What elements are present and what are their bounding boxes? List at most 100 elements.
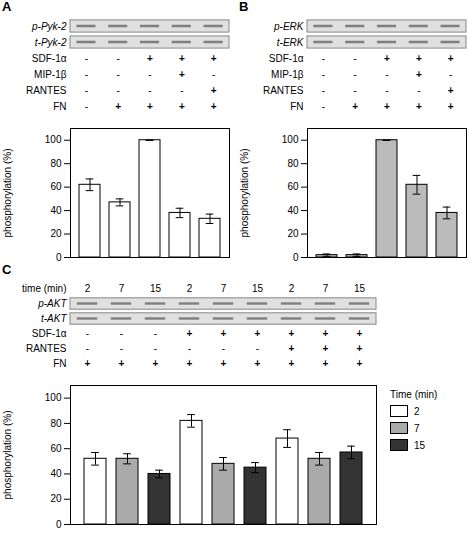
- svg-text:-: -: [148, 85, 151, 96]
- svg-text:+: +: [416, 53, 422, 64]
- svg-text:+: +: [357, 358, 363, 369]
- svg-text:RANTES: RANTES: [26, 343, 67, 354]
- svg-text:-: -: [222, 343, 225, 354]
- svg-text:0: 0: [56, 519, 62, 530]
- svg-text:-: -: [322, 53, 325, 64]
- svg-text:-: -: [354, 69, 357, 80]
- svg-text:-: -: [188, 343, 191, 354]
- svg-text:p-Pyk-2: p-Pyk-2: [31, 21, 67, 32]
- svg-text:+: +: [147, 101, 153, 112]
- svg-text:+: +: [289, 343, 295, 354]
- svg-text:7: 7: [221, 283, 227, 294]
- svg-text:+: +: [357, 343, 363, 354]
- svg-text:-: -: [322, 69, 325, 80]
- svg-text:-: -: [120, 343, 123, 354]
- svg-text:-: -: [117, 53, 120, 64]
- svg-text:RANTES: RANTES: [26, 85, 67, 96]
- svg-text:SDF-1α: SDF-1α: [269, 53, 304, 64]
- svg-text:+: +: [221, 358, 227, 369]
- svg-text:-: -: [86, 343, 89, 354]
- svg-text:15: 15: [252, 283, 264, 294]
- svg-text:2: 2: [289, 283, 295, 294]
- svg-text:+: +: [416, 69, 422, 80]
- svg-text:-: -: [85, 85, 88, 96]
- svg-text:+: +: [147, 53, 153, 64]
- svg-text:MIP-1β: MIP-1β: [34, 69, 67, 80]
- svg-text:FN: FN: [53, 358, 66, 369]
- svg-text:-: -: [120, 328, 123, 339]
- svg-text:-: -: [148, 69, 151, 80]
- svg-text:-: -: [117, 85, 120, 96]
- svg-text:+: +: [384, 101, 390, 112]
- svg-text:0: 0: [293, 252, 299, 263]
- svg-text:-: -: [85, 69, 88, 80]
- svg-text:-: -: [117, 69, 120, 80]
- svg-text:phosphorylation (%): phosphorylation (%): [2, 411, 13, 500]
- svg-text:p-ERK: p-ERK: [273, 21, 305, 32]
- svg-text:FN: FN: [290, 101, 303, 112]
- svg-text:SDF-1α: SDF-1α: [32, 328, 67, 339]
- svg-text:60: 60: [287, 181, 299, 192]
- svg-text:80: 80: [50, 418, 62, 429]
- svg-text:+: +: [323, 328, 329, 339]
- svg-text:+: +: [221, 328, 227, 339]
- svg-text:+: +: [448, 101, 454, 112]
- svg-text:40: 40: [287, 205, 299, 216]
- svg-text:+: +: [211, 53, 217, 64]
- svg-text:+: +: [384, 53, 390, 64]
- svg-text:+: +: [448, 85, 454, 96]
- svg-text:p-AKT: p-AKT: [37, 298, 67, 309]
- svg-text:phosphorylation (%): phosphorylation (%): [2, 149, 13, 238]
- svg-text:+: +: [357, 328, 363, 339]
- svg-text:-: -: [85, 53, 88, 64]
- svg-text:-: -: [154, 343, 157, 354]
- svg-text:FN: FN: [53, 101, 66, 112]
- svg-text:100: 100: [282, 134, 299, 145]
- svg-text:time (min): time (min): [22, 283, 66, 294]
- svg-text:+: +: [289, 358, 295, 369]
- svg-text:+: +: [119, 358, 125, 369]
- svg-text:15: 15: [150, 283, 162, 294]
- svg-text:80: 80: [50, 158, 62, 169]
- svg-text:-: -: [385, 85, 388, 96]
- svg-text:-: -: [449, 69, 452, 80]
- svg-text:+: +: [153, 358, 159, 369]
- svg-text:-: -: [86, 328, 89, 339]
- svg-text:+: +: [255, 328, 261, 339]
- svg-text:+: +: [211, 101, 217, 112]
- svg-text:7: 7: [323, 283, 329, 294]
- svg-text:-: -: [322, 85, 325, 96]
- svg-text:-: -: [212, 69, 215, 80]
- svg-text:phosphorylation (%): phosphorylation (%): [239, 149, 250, 238]
- svg-text:+: +: [187, 358, 193, 369]
- svg-text:+: +: [115, 101, 121, 112]
- svg-text:-: -: [322, 101, 325, 112]
- svg-text:0: 0: [56, 252, 62, 263]
- svg-text:40: 40: [50, 468, 62, 479]
- svg-text:+: +: [179, 69, 185, 80]
- svg-text:-: -: [256, 343, 259, 354]
- svg-text:+: +: [323, 343, 329, 354]
- svg-text:100: 100: [45, 134, 62, 145]
- svg-text:60: 60: [50, 181, 62, 192]
- svg-text:+: +: [255, 358, 261, 369]
- svg-text:t-AKT: t-AKT: [41, 313, 67, 324]
- svg-text:+: +: [179, 101, 185, 112]
- svg-text:-: -: [417, 85, 420, 96]
- svg-text:MIP-1β: MIP-1β: [271, 69, 304, 80]
- svg-text:+: +: [187, 328, 193, 339]
- svg-text:+: +: [352, 101, 358, 112]
- svg-text:+: +: [448, 53, 454, 64]
- svg-text:+: +: [179, 53, 185, 64]
- svg-text:100: 100: [45, 392, 62, 403]
- svg-text:20: 20: [50, 228, 62, 239]
- svg-text:7: 7: [119, 283, 125, 294]
- svg-text:-: -: [154, 328, 157, 339]
- svg-text:2: 2: [85, 283, 91, 294]
- svg-text:t-ERK: t-ERK: [277, 37, 305, 48]
- svg-text:60: 60: [50, 443, 62, 454]
- svg-text:SDF-1α: SDF-1α: [32, 53, 67, 64]
- svg-text:+: +: [323, 358, 329, 369]
- svg-text:15: 15: [354, 283, 366, 294]
- svg-text:-: -: [180, 85, 183, 96]
